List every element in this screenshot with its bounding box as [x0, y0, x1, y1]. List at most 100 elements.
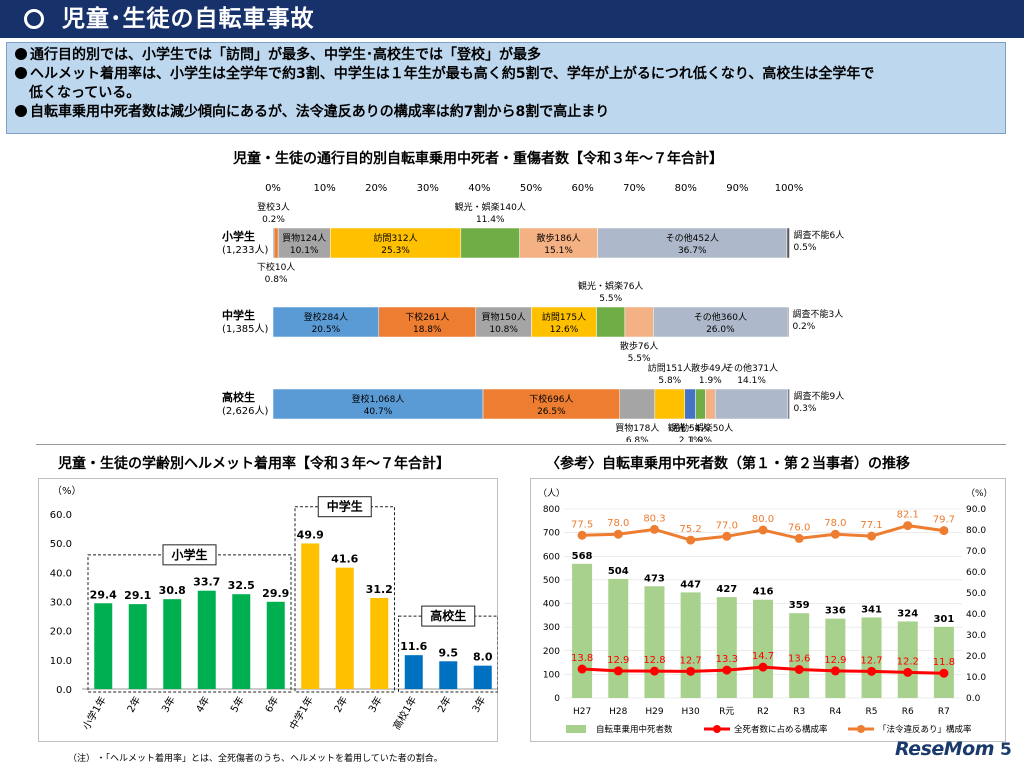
- bar: [680, 592, 701, 698]
- segment-callout: 訪問151人: [648, 362, 692, 374]
- segment-label: 買物150人: [482, 311, 526, 323]
- bullet-icon: [15, 105, 27, 117]
- bar-value-label: 324: [897, 608, 918, 619]
- point-value-label: 80.0: [752, 514, 774, 525]
- group-label-box: [317, 496, 372, 518]
- bar-value-label: 568: [572, 551, 593, 562]
- row-label: 中学生: [222, 308, 255, 322]
- right-tick-label: 90.0: [966, 505, 986, 515]
- segment-callout: 登校3人: [257, 201, 290, 213]
- point-value-label: 78.0: [824, 518, 846, 529]
- x-tick-label: H29: [645, 707, 663, 717]
- row-sublabel: (1,233人): [222, 244, 269, 256]
- series-point: [649, 524, 659, 534]
- bar-value-label: 49.9: [297, 528, 324, 541]
- group-box: [294, 506, 395, 693]
- segment-callout: 11.4%: [476, 215, 505, 225]
- bar-segment: [624, 306, 654, 338]
- section-divider: [36, 444, 1006, 445]
- purpose-chart: 0% 10% 20% 30% 40% 50% 60% 70% 80% 90% 100% 小学生(1,2…: [221, 183, 845, 442]
- bar-value-label: 8.0: [473, 651, 493, 664]
- bar-value-label: 336: [825, 606, 846, 617]
- bar: [897, 621, 918, 698]
- y-axis-unit: （%）: [52, 485, 82, 497]
- x-tick-label: 3年: [158, 694, 177, 715]
- segment-pct: 40.7%: [364, 407, 393, 417]
- x-tick-label: 10%: [313, 183, 335, 194]
- point-value-label: 12.7: [680, 655, 702, 666]
- right-tick-label: 70.0: [966, 547, 986, 557]
- header-bar: 児童･生徒の自転車事故: [0, 0, 1024, 38]
- segment-label: 買物124人: [282, 232, 326, 244]
- segment-label: 登校1,068人: [352, 393, 405, 405]
- x-tick-label: 4年: [193, 694, 212, 715]
- x-tick-label: 3年: [365, 694, 384, 715]
- bar: [94, 603, 113, 689]
- series-point: [686, 666, 696, 676]
- series-point: [649, 666, 659, 676]
- summary-text: ヘルメット着用率は、小学生は全学年で約3割、中学生は１年生が最も高く約5割で、学…: [30, 66, 875, 82]
- right-tick-label: 20.0: [966, 652, 986, 662]
- series-point: [758, 662, 768, 672]
- x-tick-label: 5年: [227, 694, 246, 715]
- segment-label: 登校284人: [304, 311, 348, 323]
- bar-segment: [272, 306, 380, 338]
- segment-callout: 0.3%: [794, 404, 817, 414]
- purpose-chart-title: 児童・生徒の通行目的別自転車乗用中死者・重傷者数【令和３年～７年合計】: [233, 151, 723, 167]
- bar-segment: [787, 306, 789, 338]
- bar-segment: [786, 227, 790, 259]
- bar-segment: [460, 227, 520, 259]
- series-point: [613, 666, 623, 676]
- series-point: [577, 530, 587, 540]
- x-tick-label: H27: [573, 707, 591, 717]
- left-tick-label: 100: [543, 670, 560, 680]
- legend-label: 全死者数に占める構成率: [734, 724, 828, 735]
- series-point: [686, 535, 696, 545]
- segment-callout: 5.5%: [628, 354, 651, 364]
- segment-callout: 0.5%: [794, 243, 817, 253]
- segment-callout: 散歩49人: [691, 362, 729, 374]
- right-tick-label: 50.0: [966, 589, 986, 599]
- x-tick-label: 100%: [775, 183, 804, 194]
- series-point: [867, 666, 877, 676]
- point-value-label: 77.1: [860, 520, 882, 531]
- logo: ReseMom: [895, 738, 995, 760]
- point-value-label: 82.1: [897, 510, 919, 521]
- series-point: [830, 529, 840, 539]
- bar: [370, 598, 389, 689]
- bar-value-label: 29.1: [124, 589, 151, 602]
- series-point: [722, 665, 732, 675]
- bar-segment: [705, 388, 716, 420]
- x-tick-label: 40%: [468, 183, 490, 194]
- x-tick-label: R6: [902, 707, 914, 717]
- point-value-label: 12.2: [897, 656, 919, 667]
- bar: [232, 594, 251, 689]
- segment-callout: 1.9%: [699, 376, 722, 386]
- segment-label: 下校261人: [405, 311, 449, 323]
- segment-pct: 10.8%: [489, 325, 518, 335]
- x-tick-label: 30%: [417, 183, 439, 194]
- bar: [163, 599, 182, 689]
- segment-callout: 0.2%: [262, 215, 285, 225]
- segment-callout: 調査不能3人: [792, 308, 843, 320]
- point-value-label: 11.8: [933, 657, 955, 668]
- bar-value-label: 504: [608, 566, 629, 577]
- y-tick-label: 10.0: [50, 656, 72, 667]
- series-point: [758, 525, 768, 535]
- bar: [933, 626, 954, 698]
- bar: [197, 590, 216, 689]
- segment-callout: 0.2%: [792, 322, 815, 332]
- series-point: [722, 531, 732, 541]
- right-tick-label: 40.0: [966, 610, 986, 620]
- bar-value-label: 473: [644, 573, 665, 584]
- segment-callout: 調査不能6人: [794, 229, 845, 241]
- x-tick-label: R元: [719, 707, 734, 717]
- series-point: [867, 531, 877, 541]
- bar: [473, 665, 492, 689]
- bar: [335, 567, 354, 689]
- segment-pct: 15.1%: [544, 246, 573, 256]
- bar: [266, 601, 285, 689]
- point-value-label: 77.0: [716, 520, 738, 531]
- bar: [404, 655, 423, 689]
- point-value-label: 76.0: [788, 522, 810, 533]
